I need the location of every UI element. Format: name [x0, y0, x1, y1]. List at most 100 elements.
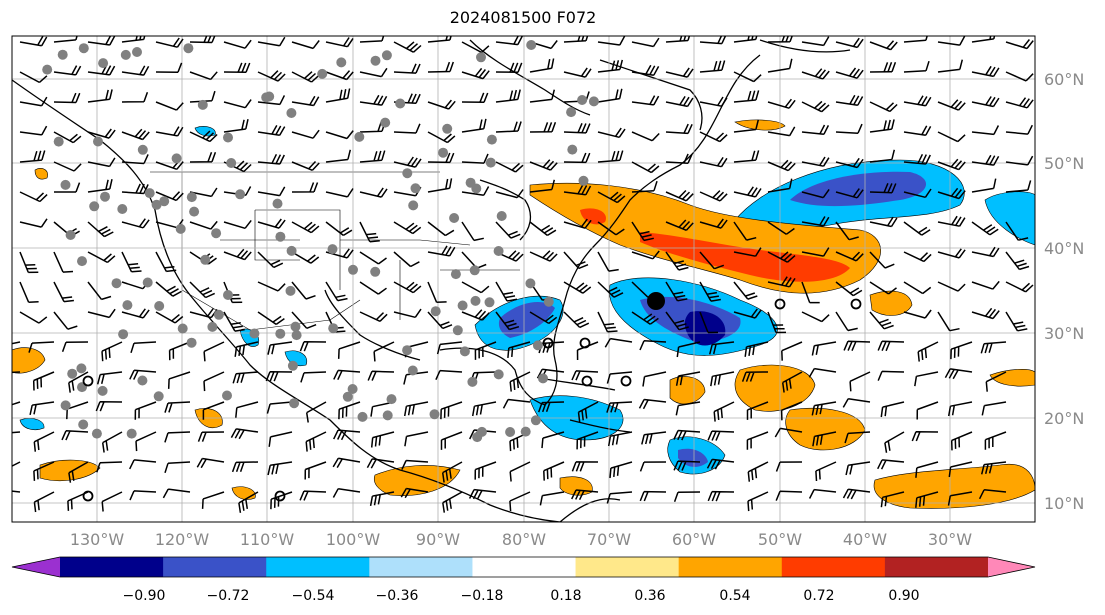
- wind-barb: [529, 179, 556, 193]
- station-dot: [543, 296, 554, 307]
- wind-barb: [1005, 155, 1034, 166]
- lon-label: 50°W: [758, 530, 802, 549]
- wind-barb: [985, 371, 1007, 392]
- station-dot: [285, 285, 296, 296]
- wind-barb: [869, 101, 898, 113]
- wind-barb: [877, 459, 905, 470]
- wind-barb: [665, 219, 694, 231]
- wind-barb: [915, 491, 939, 508]
- wind-barb: [32, 371, 55, 391]
- station-dot: [272, 198, 283, 209]
- station-dot: [249, 328, 260, 339]
- wind-barb: [903, 36, 928, 43]
- lat-label: 50°N: [1044, 154, 1084, 173]
- wind-barb: [257, 251, 284, 269]
- station-dot: [465, 177, 476, 188]
- wind-barb: [235, 401, 259, 418]
- wind-barb: [903, 221, 931, 236]
- wind-barb: [68, 371, 89, 393]
- wind-barb: [944, 368, 973, 380]
- wind-barb: [801, 100, 830, 113]
- colorbar-segment: [575, 557, 680, 577]
- station-dot: [526, 40, 537, 50]
- station-dot: [336, 57, 347, 68]
- wind-barb: [869, 183, 897, 194]
- wind-barb: [571, 489, 599, 501]
- wind-barb: [164, 431, 191, 443]
- wind-barb: [19, 281, 39, 303]
- wind-barb: [257, 281, 286, 292]
- lon-label: 30°W: [928, 530, 972, 549]
- station-dot: [386, 394, 397, 405]
- wind-barb: [325, 37, 354, 48]
- wind-barb: [461, 221, 484, 242]
- wind-barb: [937, 187, 966, 200]
- station-dot: [97, 385, 108, 396]
- wind-barb: [53, 161, 82, 172]
- wind-barb: [903, 188, 932, 199]
- station-dot: [347, 384, 358, 394]
- wind-barb: [811, 341, 837, 356]
- station-dot: [493, 369, 504, 380]
- wind-barb: [87, 128, 116, 139]
- station-dot: [525, 278, 536, 289]
- wind-barb: [121, 154, 149, 165]
- station-dot: [207, 321, 218, 332]
- station-dot: [342, 391, 353, 402]
- wind-barb: [19, 218, 48, 228]
- wind-barb: [937, 158, 966, 171]
- wind-barb: [189, 251, 217, 265]
- wind-barb: [631, 180, 658, 193]
- wind-barb: [441, 461, 463, 483]
- wind-barb: [325, 130, 354, 140]
- wind-barb: [61, 430, 89, 441]
- colorbar-tick-label: −0.72: [207, 588, 250, 604]
- station-dot: [159, 196, 170, 207]
- wind-barb: [257, 186, 286, 197]
- wind-barb: [291, 129, 320, 139]
- wind-barb: [291, 40, 320, 50]
- station-dot: [137, 375, 148, 386]
- wind-barb: [168, 341, 191, 361]
- wind-barb: [638, 398, 667, 410]
- wind-barb: [877, 370, 905, 381]
- station-dot: [197, 99, 208, 110]
- wind-barb: [509, 491, 531, 512]
- wind-barb: [33, 431, 55, 452]
- wind-barb: [366, 458, 395, 469]
- wind-barb: [130, 341, 157, 354]
- wind-barb: [427, 221, 455, 237]
- station-dot: [78, 419, 89, 430]
- station-dot: [410, 183, 421, 194]
- wind-barb: [393, 308, 422, 319]
- wind-barb: [801, 247, 830, 257]
- wind-barb: [947, 491, 973, 506]
- wind-barb: [461, 67, 490, 80]
- wind-barb: [135, 431, 157, 452]
- wind-barb: [767, 36, 793, 43]
- wind-barb: [87, 221, 114, 238]
- wind-barb: [87, 157, 116, 168]
- station-dot: [137, 144, 148, 155]
- wind-barb: [597, 88, 623, 103]
- wind-barb: [801, 124, 830, 136]
- colorbar: [11, 556, 1036, 578]
- wind-barb: [563, 251, 589, 270]
- wind-barb: [746, 431, 769, 450]
- wind-barb: [543, 461, 565, 481]
- wind-barb: [869, 216, 898, 228]
- open-circle-markers: [82, 298, 862, 502]
- wind-barb: [223, 248, 252, 261]
- wind-barb: [880, 491, 905, 508]
- wind-barb: [981, 401, 1007, 416]
- station-dot: [186, 192, 197, 203]
- wind-barb: [332, 487, 361, 498]
- wind-barb: [733, 119, 760, 133]
- wind-barb: [427, 178, 453, 193]
- station-dot: [588, 96, 599, 107]
- wind-barb: [529, 221, 557, 237]
- station-dot: [486, 134, 497, 145]
- station-dot: [153, 391, 164, 402]
- wind-barb: [495, 62, 523, 74]
- wind-barb: [639, 340, 667, 351]
